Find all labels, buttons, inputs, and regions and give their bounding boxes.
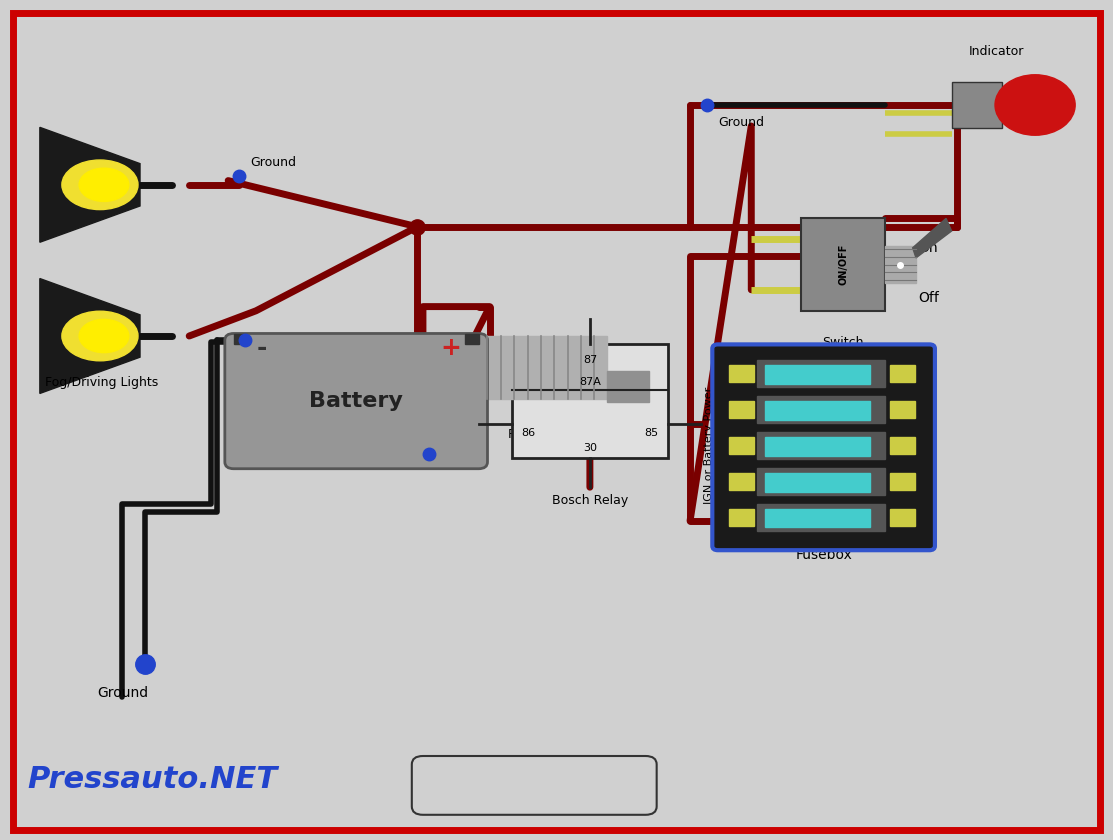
Bar <box>729 473 754 490</box>
Polygon shape <box>40 128 140 242</box>
Polygon shape <box>913 218 952 258</box>
Bar <box>801 218 885 311</box>
Text: 30: 30 <box>583 443 597 453</box>
Bar <box>757 468 885 495</box>
Text: Switch
SPST on/off: Switch SPST on/off <box>807 336 878 365</box>
Polygon shape <box>40 279 140 393</box>
Text: Pressauto.NET: Pressauto.NET <box>28 764 278 794</box>
Text: Ground: Ground <box>323 456 368 470</box>
Bar <box>729 365 754 382</box>
Bar <box>765 402 870 420</box>
Ellipse shape <box>62 160 138 210</box>
Bar <box>757 432 885 459</box>
Ellipse shape <box>79 168 129 202</box>
FancyBboxPatch shape <box>412 756 657 815</box>
Text: 87: 87 <box>583 354 597 365</box>
Bar <box>757 360 885 387</box>
Bar <box>729 402 754 418</box>
Text: 87A: 87A <box>579 377 601 387</box>
Bar <box>479 336 607 399</box>
Ellipse shape <box>62 311 138 361</box>
Bar <box>952 81 1002 128</box>
Text: On: On <box>918 241 938 255</box>
Text: Indicator: Indicator <box>968 45 1024 58</box>
Bar <box>890 402 915 418</box>
Bar <box>885 246 916 283</box>
Bar <box>890 365 915 382</box>
Bar <box>512 344 668 458</box>
Text: 85: 85 <box>644 428 658 438</box>
Bar <box>729 509 754 526</box>
Text: 86: 86 <box>522 428 535 438</box>
Bar <box>234 334 247 344</box>
Text: Fusebox: Fusebox <box>795 548 853 562</box>
Bar <box>423 354 473 393</box>
Text: -: - <box>256 336 267 360</box>
Bar <box>757 504 885 531</box>
Text: Ground: Ground <box>256 351 302 365</box>
Text: Bosch Relay: Bosch Relay <box>552 494 628 507</box>
FancyBboxPatch shape <box>225 333 487 469</box>
Bar <box>765 437 870 455</box>
Bar <box>890 437 915 454</box>
Bar <box>757 396 885 423</box>
Bar <box>765 473 870 491</box>
Text: Ground: Ground <box>718 116 764 129</box>
Text: Battery: Battery <box>309 391 403 411</box>
Bar <box>465 334 479 344</box>
Text: Craig Ueltzen 1999: Craig Ueltzen 1999 <box>474 779 594 792</box>
Bar <box>765 509 870 528</box>
Ellipse shape <box>79 319 129 353</box>
Text: +: + <box>441 336 461 360</box>
Text: Off: Off <box>918 291 939 306</box>
Bar <box>890 509 915 526</box>
Text: Fog/Driving Lights: Fog/Driving Lights <box>45 376 158 390</box>
FancyBboxPatch shape <box>712 344 935 550</box>
Bar <box>765 365 870 384</box>
Bar <box>729 437 754 454</box>
Text: ON/OFF: ON/OFF <box>838 244 848 286</box>
Bar <box>607 371 649 402</box>
Text: Ground: Ground <box>250 156 296 170</box>
Bar <box>890 473 915 490</box>
Text: Ground: Ground <box>97 686 148 701</box>
Circle shape <box>995 75 1075 135</box>
Text: Fuseholder
20Amps: Fuseholder 20Amps <box>508 428 577 456</box>
Text: IGN or Battery Power: IGN or Battery Power <box>705 386 713 504</box>
